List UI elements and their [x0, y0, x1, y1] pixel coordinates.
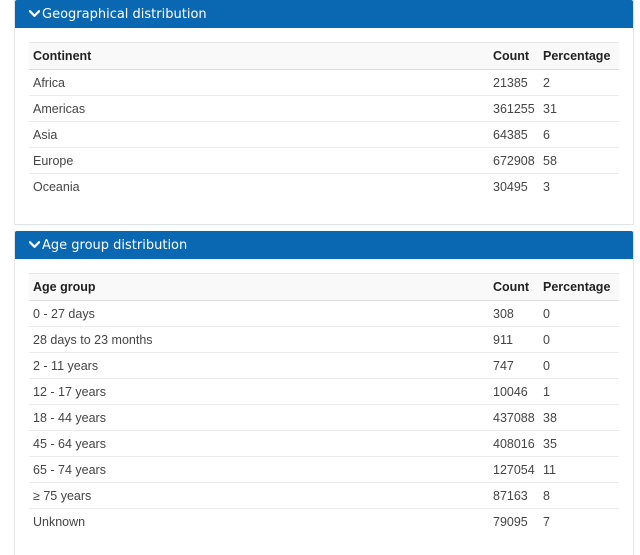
row-label: 12 - 17 years — [29, 378, 489, 405]
row-percentage: 58 — [539, 147, 619, 174]
row-label: 18 - 44 years — [29, 404, 489, 431]
row-label: 45 - 64 years — [29, 430, 489, 457]
geographical-distribution-panel: Geographical distribution Continent Coun… — [14, 0, 634, 225]
panel-title: Age group distribution — [42, 237, 188, 253]
row-percentage: 38 — [539, 404, 619, 431]
row-label: 0 - 27 days — [29, 300, 489, 327]
chevron-down-icon — [29, 239, 41, 251]
table-row: Europe 672908 58 — [29, 147, 619, 174]
row-count: 361255 — [489, 95, 539, 122]
column-header-age-group: Age group — [29, 273, 489, 301]
row-count: 437088 — [489, 404, 539, 431]
table-row: 12 - 17 years 10046 1 — [29, 378, 619, 405]
geographical-distribution-toggle[interactable]: Geographical distribution — [15, 0, 633, 28]
row-label: Oceania — [33, 179, 80, 194]
row-count: 747 — [489, 352, 539, 379]
row-percentage: 11 — [539, 456, 619, 483]
row-label: 28 days to 23 months — [29, 326, 489, 353]
table-row: Oceania 30495 3 — [29, 174, 619, 200]
row-count: 87163 — [489, 482, 539, 509]
row-percentage: 0 — [539, 300, 619, 327]
column-header-continent: Continent — [29, 42, 489, 70]
row-count: 79095 — [493, 514, 528, 529]
row-percentage: 8 — [539, 482, 619, 509]
row-percentage: 6 — [539, 121, 619, 148]
row-count: 10046 — [489, 378, 539, 405]
column-header-count: Count — [489, 42, 539, 70]
table-header-row: Continent Count Percentage — [29, 42, 619, 70]
row-percentage: 31 — [539, 95, 619, 122]
panel-title: Geographical distribution — [42, 6, 207, 22]
chevron-down-icon — [29, 8, 41, 20]
row-label: Africa — [29, 69, 489, 96]
age-group-distribution-table: Age group Count Percentage 0 - 27 days 30… — [29, 273, 619, 534]
row-percentage: 2 — [539, 69, 619, 96]
row-count: 308 — [489, 300, 539, 327]
column-header-percentage: Percentage — [539, 42, 619, 70]
table-row: 18 - 44 years 437088 38 — [29, 404, 619, 431]
table-row: 65 - 74 years 127054 11 — [29, 456, 619, 483]
geographical-distribution-table: Continent Count Percentage Africa 21385 2 A… — [29, 42, 619, 199]
table-row: Americas 361255 31 — [29, 95, 619, 122]
row-count: 672908 — [489, 147, 539, 174]
row-label: ≥ 75 years — [29, 482, 489, 509]
table-header-row: Age group Count Percentage — [29, 273, 619, 301]
table-row: 45 - 64 years 408016 35 — [29, 430, 619, 457]
row-label: Unknown — [33, 514, 86, 529]
table-row: Asia 64385 6 — [29, 121, 619, 148]
table-row: Unknown 79095 7 — [29, 509, 619, 535]
table-row: Africa 21385 2 — [29, 69, 619, 96]
age-group-distribution-toggle[interactable]: Age group distribution — [15, 231, 633, 259]
table-row: 2 - 11 years 747 0 — [29, 352, 619, 379]
table-row: ≥ 75 years 87163 8 — [29, 482, 619, 509]
row-percentage: 0 — [539, 352, 619, 379]
row-label: Americas — [29, 95, 489, 122]
row-label: 65 - 74 years — [29, 456, 489, 483]
row-count: 408016 — [489, 430, 539, 457]
row-percentage: 3 — [543, 179, 550, 194]
row-label: 2 - 11 years — [29, 352, 489, 379]
row-percentage: 35 — [539, 430, 619, 457]
age-group-distribution-panel: Age group distribution Age group Count P… — [14, 231, 634, 555]
row-percentage: 0 — [539, 326, 619, 353]
row-label: Europe — [29, 147, 489, 174]
row-count: 30495 — [493, 179, 528, 194]
row-count: 64385 — [489, 121, 539, 148]
row-count: 127054 — [489, 456, 539, 483]
row-count: 21385 — [489, 69, 539, 96]
table-row: 28 days to 23 months 911 0 — [29, 326, 619, 353]
table-row: 0 - 27 days 308 0 — [29, 300, 619, 327]
column-header-count: Count — [489, 273, 539, 301]
row-label: Asia — [29, 121, 489, 148]
row-count: 911 — [489, 326, 539, 353]
column-header-percentage: Percentage — [539, 273, 619, 301]
row-percentage: 7 — [543, 514, 550, 529]
row-percentage: 1 — [539, 378, 619, 405]
